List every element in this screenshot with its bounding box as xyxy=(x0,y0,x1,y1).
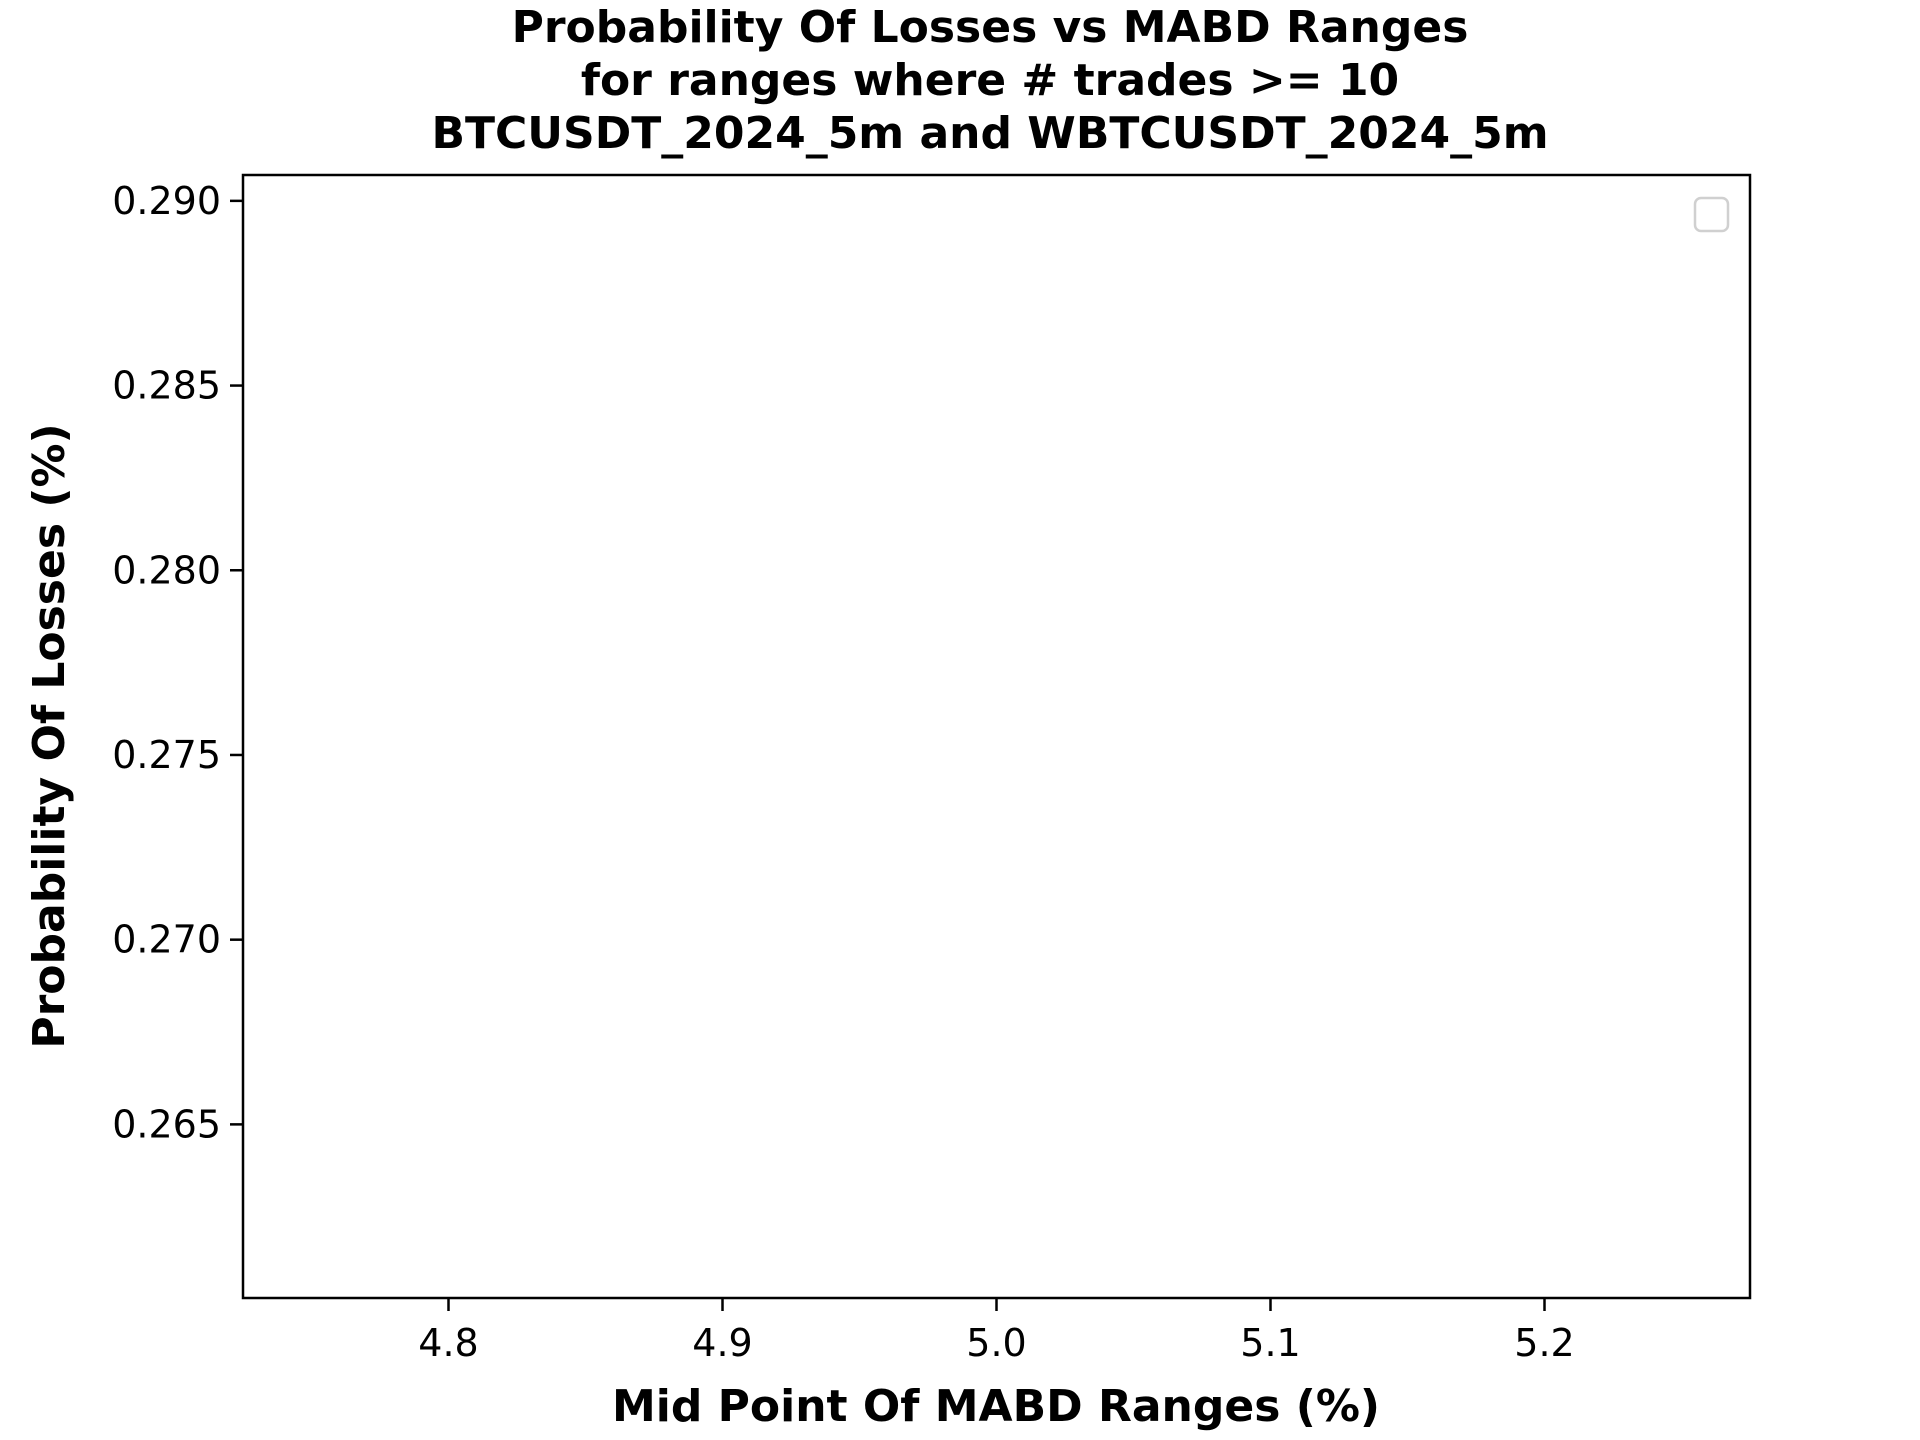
x-tick-label: 4.8 xyxy=(418,1321,478,1365)
y-tick-label: 0.265 xyxy=(112,1102,221,1146)
y-axis-label: Probability Of Losses (%) xyxy=(24,423,75,1048)
x-tick-label: 5.2 xyxy=(1514,1321,1574,1365)
y-tick-label: 0.280 xyxy=(112,548,221,592)
y-tick-label: 0.285 xyxy=(112,364,221,408)
x-tick-label: 5.0 xyxy=(966,1321,1026,1365)
chart-title: Probability Of Losses vs MABD Rangesfor … xyxy=(431,2,1548,159)
y-axis: 0.265 0.270 0.275 0.280 0.285 0.290 xyxy=(112,179,243,1146)
chart-title-line: for ranges where # trades >= 10 xyxy=(581,55,1399,106)
legend xyxy=(1693,196,1730,233)
x-axis: 4.8 4.9 5.0 5.1 5.2 xyxy=(418,1298,1575,1365)
chart-title-line: Probability Of Losses vs MABD Ranges xyxy=(512,2,1469,53)
plot-area xyxy=(241,173,1752,1300)
y-tick-label: 0.275 xyxy=(112,733,221,777)
x-tick-label: 5.1 xyxy=(1240,1321,1300,1365)
y-tick-label: 0.270 xyxy=(112,918,221,962)
y-tick-label: 0.290 xyxy=(112,179,221,223)
chart-title-line: BTCUSDT_2024_5m and WBTCUSDT_2024_5m xyxy=(431,108,1548,159)
x-axis-label: Mid Point Of MABD Ranges (%) xyxy=(612,1381,1380,1432)
x-tick-label: 4.9 xyxy=(692,1321,752,1365)
